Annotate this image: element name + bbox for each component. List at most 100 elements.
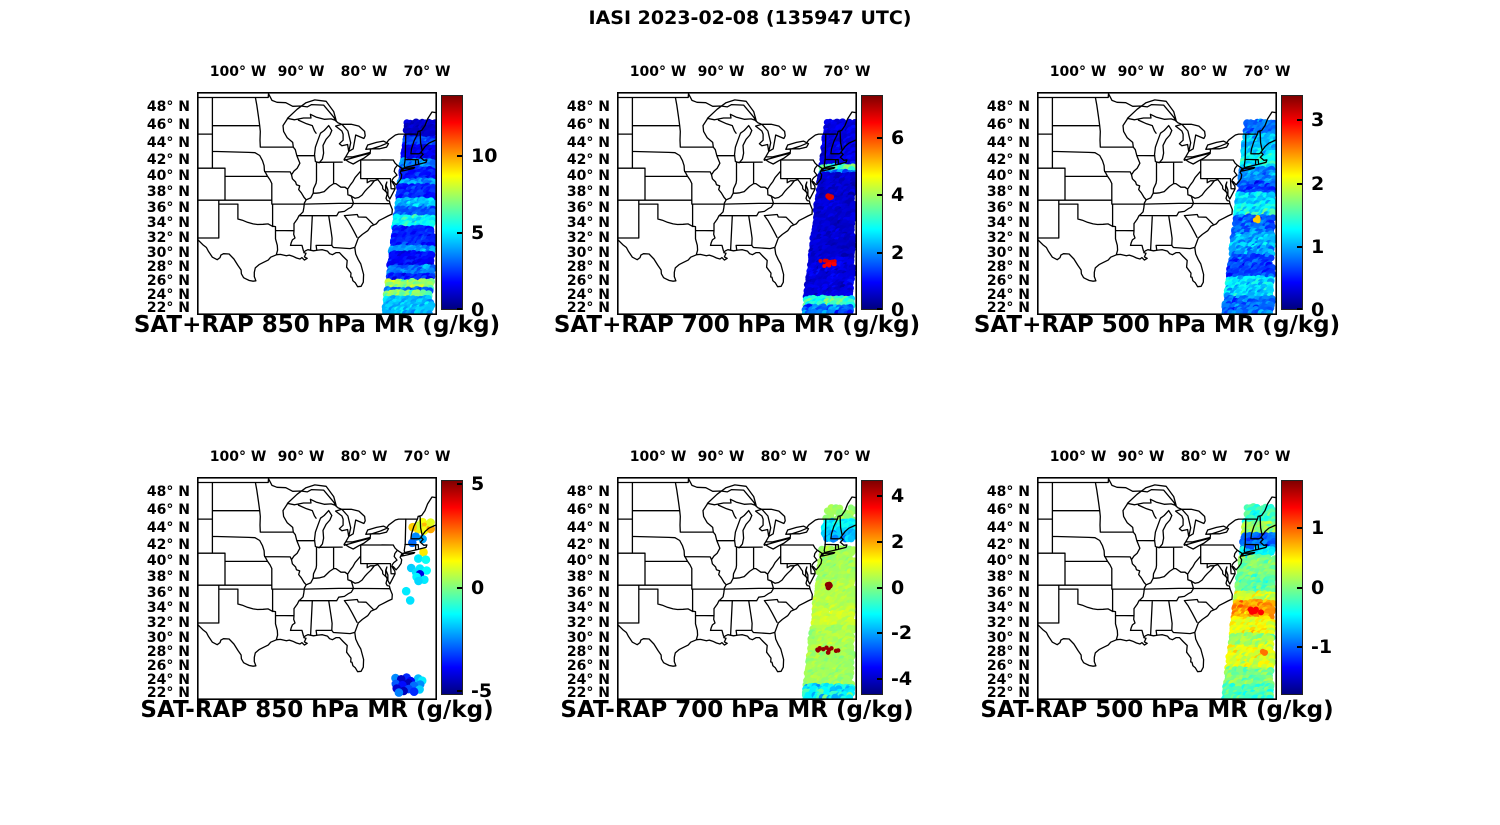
colorbar-tick-label: 1	[1311, 517, 1325, 539]
data-swath	[1221, 503, 1277, 700]
lat-tick-label: 38° N	[566, 569, 610, 585]
lat-tick-label: 46° N	[986, 117, 1030, 133]
lon-tick-label: 90° W	[277, 449, 325, 465]
us-map-outline	[617, 478, 857, 673]
map-plot	[197, 92, 437, 315]
lat-tick-label: 48° N	[566, 484, 610, 500]
lon-tick-label: 70° W	[1243, 64, 1291, 80]
lat-tick-label: 24° N	[566, 287, 610, 303]
panel-sat-plus-rap-850: 100° W 90° W 80° W 70° W 48° N 46° N 44° N 42°…	[122, 56, 542, 356]
lat-tick-label: 26° N	[986, 273, 1030, 289]
lat-tick-label: 46° N	[566, 117, 610, 133]
colorbar-tick-mark	[1297, 246, 1302, 248]
lat-axis-labels: 48° N 46° N 44° N 42° N 40° N 38° N 36° N 34° N…	[962, 477, 1032, 701]
panel-title: SAT-RAP 700 hPa MR (g/kg)	[560, 697, 914, 723]
lon-tick-label: 70° W	[403, 64, 451, 80]
lat-tick-label: 30° N	[566, 630, 610, 646]
colorbar-tick-label: 1	[1311, 236, 1325, 258]
colorbar-tick-label: 10	[471, 145, 498, 167]
lon-tick-label: 100° W	[1049, 64, 1107, 80]
colorbar-tick-label: 5	[471, 473, 485, 495]
colorbar-gradient	[1281, 95, 1303, 310]
lat-axis-labels: 48° N 46° N 44° N 42° N 40° N 38° N 36° N 34° N…	[122, 477, 192, 701]
lon-tick-label: 90° W	[697, 64, 745, 80]
lat-tick-label: 44° N	[566, 520, 610, 536]
lon-tick-label: 80° W	[340, 449, 388, 465]
lat-tick-label: 30° N	[986, 245, 1030, 261]
colorbar-tick-mark	[457, 483, 462, 485]
colorbar-tick-mark	[457, 308, 462, 310]
lat-tick-label: 34° N	[566, 215, 610, 231]
colorbar-gradient	[1281, 480, 1303, 695]
colorbar-tick-mark	[1297, 646, 1302, 648]
colorbar-tick-label: 2	[1311, 173, 1325, 195]
panel-sat-minus-rap-500: 100° W 90° W 80° W 70° W 48° N 46° N 44° N 42°…	[962, 441, 1382, 741]
colorbar-tick-label: 6	[891, 127, 905, 149]
map-plot	[1037, 477, 1277, 700]
data-swath	[1221, 118, 1277, 315]
map-plot	[617, 92, 857, 315]
colorbar-gradient	[441, 480, 463, 695]
lat-tick-label: 26° N	[566, 658, 610, 674]
us-map-outline	[197, 478, 437, 673]
lat-tick-label: 34° N	[566, 600, 610, 616]
lon-axis-labels: 100° W 90° W 80° W 70° W	[197, 62, 451, 88]
us-map-outline	[1037, 478, 1277, 673]
lon-tick-label: 80° W	[760, 64, 808, 80]
colorbar-tick-label: 0	[891, 299, 905, 321]
lat-tick-label: 24° N	[146, 672, 190, 688]
colorbar-tick-mark	[877, 137, 882, 139]
lat-tick-label: 38° N	[566, 184, 610, 200]
map-frame	[197, 92, 437, 315]
colorbar-tick-label: 3	[1311, 109, 1325, 131]
lat-tick-label: 42° N	[986, 152, 1030, 168]
colorbar-gradient	[441, 95, 463, 310]
lat-tick-label: 30° N	[146, 630, 190, 646]
colorbar-gradient	[861, 95, 883, 310]
map-frame	[1037, 92, 1277, 315]
data-swath	[381, 118, 437, 315]
colorbar-tick-label: -2	[891, 622, 913, 644]
colorbar-tick-mark	[877, 632, 882, 634]
lat-tick-label: 28° N	[146, 644, 190, 660]
colorbar-tick-mark	[877, 194, 882, 196]
lat-tick-label: 22° N	[566, 685, 610, 701]
colorbar-tick-mark	[1297, 119, 1302, 121]
lat-tick-label: 36° N	[146, 585, 190, 601]
lon-axis-labels: 100° W 90° W 80° W 70° W	[1037, 62, 1291, 88]
lat-tick-label: 24° N	[986, 287, 1030, 303]
panel-title: SAT-RAP 850 hPa MR (g/kg)	[140, 697, 494, 723]
lon-tick-label: 100° W	[209, 64, 267, 80]
lat-tick-label: 40° N	[146, 553, 190, 569]
lat-tick-label: 44° N	[986, 135, 1030, 151]
lat-axis-labels: 48° N 46° N 44° N 42° N 40° N 38° N 36° N 34° N…	[122, 92, 192, 316]
lat-tick-label: 36° N	[566, 585, 610, 601]
lat-tick-label: 34° N	[146, 215, 190, 231]
colorbar-tick-mark	[877, 541, 882, 543]
colorbar-tick-label: 0	[1311, 577, 1325, 599]
lat-tick-label: 22° N	[986, 300, 1030, 316]
map-frame	[197, 477, 437, 700]
lat-axis-labels: 48° N 46° N 44° N 42° N 40° N 38° N 36° N 34° N…	[542, 92, 612, 316]
figure-title: IASI 2023-02-08 (135947 UTC)	[588, 7, 912, 29]
panel-sat-plus-rap-500: 100° W 90° W 80° W 70° W 48° N 46° N 44° N 42°…	[962, 56, 1382, 356]
lon-tick-label: 100° W	[209, 449, 267, 465]
colorbar: 0 2 4 6	[861, 95, 904, 321]
colorbar: 0 5 10	[441, 95, 497, 321]
panel-sat-minus-rap-850: 100° W 90° W 80° W 70° W 48° N 46° N 44° N 42°…	[122, 441, 542, 741]
lat-tick-label: 26° N	[566, 273, 610, 289]
colorbar-tick-label: -1	[1311, 636, 1333, 658]
lon-tick-label: 70° W	[1243, 449, 1291, 465]
lat-tick-label: 44° N	[986, 520, 1030, 536]
lon-axis-labels: 100° W 90° W 80° W 70° W	[197, 447, 451, 473]
lat-tick-label: 48° N	[986, 484, 1030, 500]
lat-tick-label: 48° N	[986, 99, 1030, 115]
lat-tick-label: 46° N	[566, 502, 610, 518]
lon-tick-label: 90° W	[1117, 64, 1165, 80]
lat-tick-label: 44° N	[146, 520, 190, 536]
lon-axis-labels: 100° W 90° W 80° W 70° W	[617, 447, 871, 473]
lat-tick-label: 24° N	[566, 672, 610, 688]
lat-tick-label: 34° N	[986, 215, 1030, 231]
lat-tick-label: 38° N	[146, 184, 190, 200]
